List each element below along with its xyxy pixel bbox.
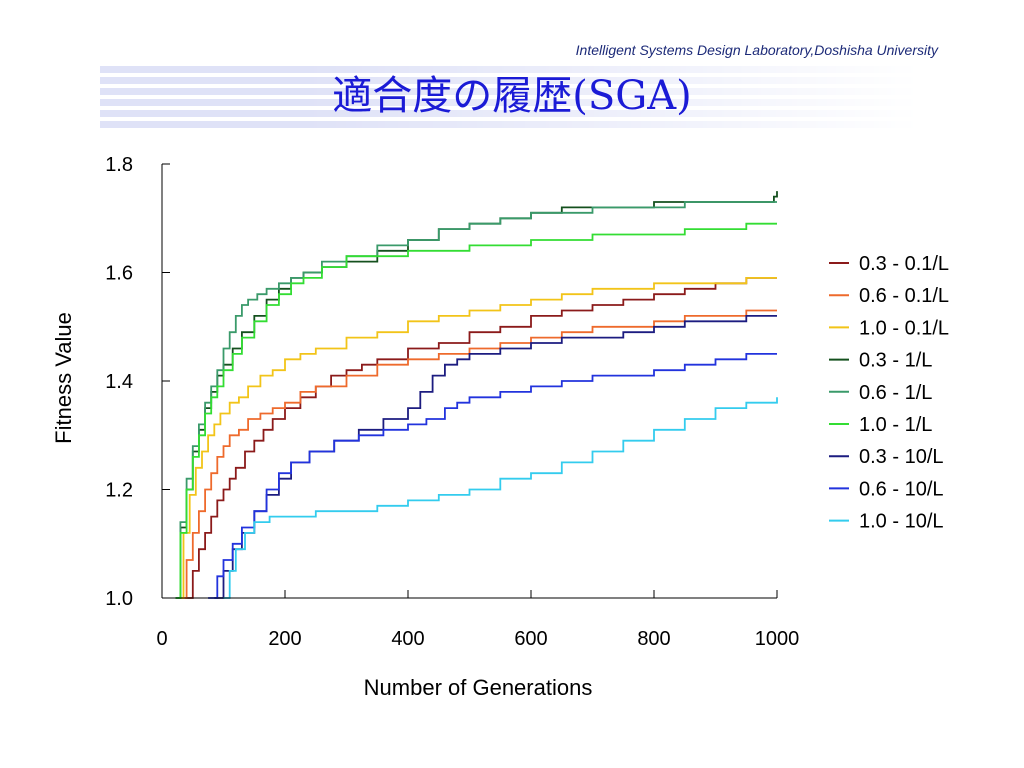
legend-label: 1.0 - 1/L — [859, 414, 932, 436]
x-tick-label: 200 — [268, 628, 301, 650]
y-tick-label: 1.6 — [105, 263, 133, 285]
y-tick-label: 1.4 — [105, 371, 133, 393]
x-tick-label: 800 — [637, 628, 670, 650]
legend-label: 0.6 - 0.1/L — [859, 285, 949, 307]
legend-label: 0.6 - 10/L — [859, 478, 944, 500]
series-line-7 — [214, 315, 777, 599]
series-layer — [175, 191, 778, 599]
series-line-8 — [208, 353, 777, 599]
series-line-4 — [175, 191, 778, 599]
x-tick-label: 0 — [156, 628, 167, 650]
series-line-1 — [185, 277, 777, 599]
lab-name: Intelligent Systems Design Laboratory,Do… — [575, 42, 938, 58]
slide-title: 適合度の履歴(SGA) — [332, 73, 692, 119]
axes-layer: 1.0 1.2 1.4 1.6 1.8 0 200 400 600 800 1000 — [105, 154, 799, 650]
series-line-5 — [175, 201, 777, 599]
x-axis-label: Number of Generations — [364, 675, 593, 700]
legend-label: 0.6 - 1/L — [859, 382, 932, 404]
x-tick-label: 400 — [391, 628, 424, 650]
y-tick-label: 1.8 — [105, 154, 133, 176]
legend-label: 0.3 - 10/L — [859, 446, 944, 468]
legend-label: 0.3 - 0.1/L — [859, 253, 949, 275]
series-line-9 — [223, 397, 778, 599]
legend-label: 1.0 - 10/L — [859, 511, 944, 533]
series-line-2 — [180, 309, 777, 599]
title-decoration-band — [100, 66, 920, 128]
x-tick-label: 1000 — [755, 628, 800, 650]
y-axis-label: Fitness Value — [51, 312, 76, 444]
legend-label: 1.0 - 0.1/L — [859, 317, 949, 339]
y-tick-label: 1.0 — [105, 588, 133, 610]
y-tick-label: 1.2 — [105, 480, 133, 502]
x-tick-label: 600 — [514, 628, 547, 650]
series-line-3 — [177, 277, 777, 599]
legend: 0.3 - 0.1/L 0.6 - 0.1/L 1.0 - 0.1/L 0.3 - 1… — [829, 253, 949, 533]
series-line-6 — [175, 222, 777, 599]
legend-label: 0.3 - 1/L — [859, 350, 932, 372]
